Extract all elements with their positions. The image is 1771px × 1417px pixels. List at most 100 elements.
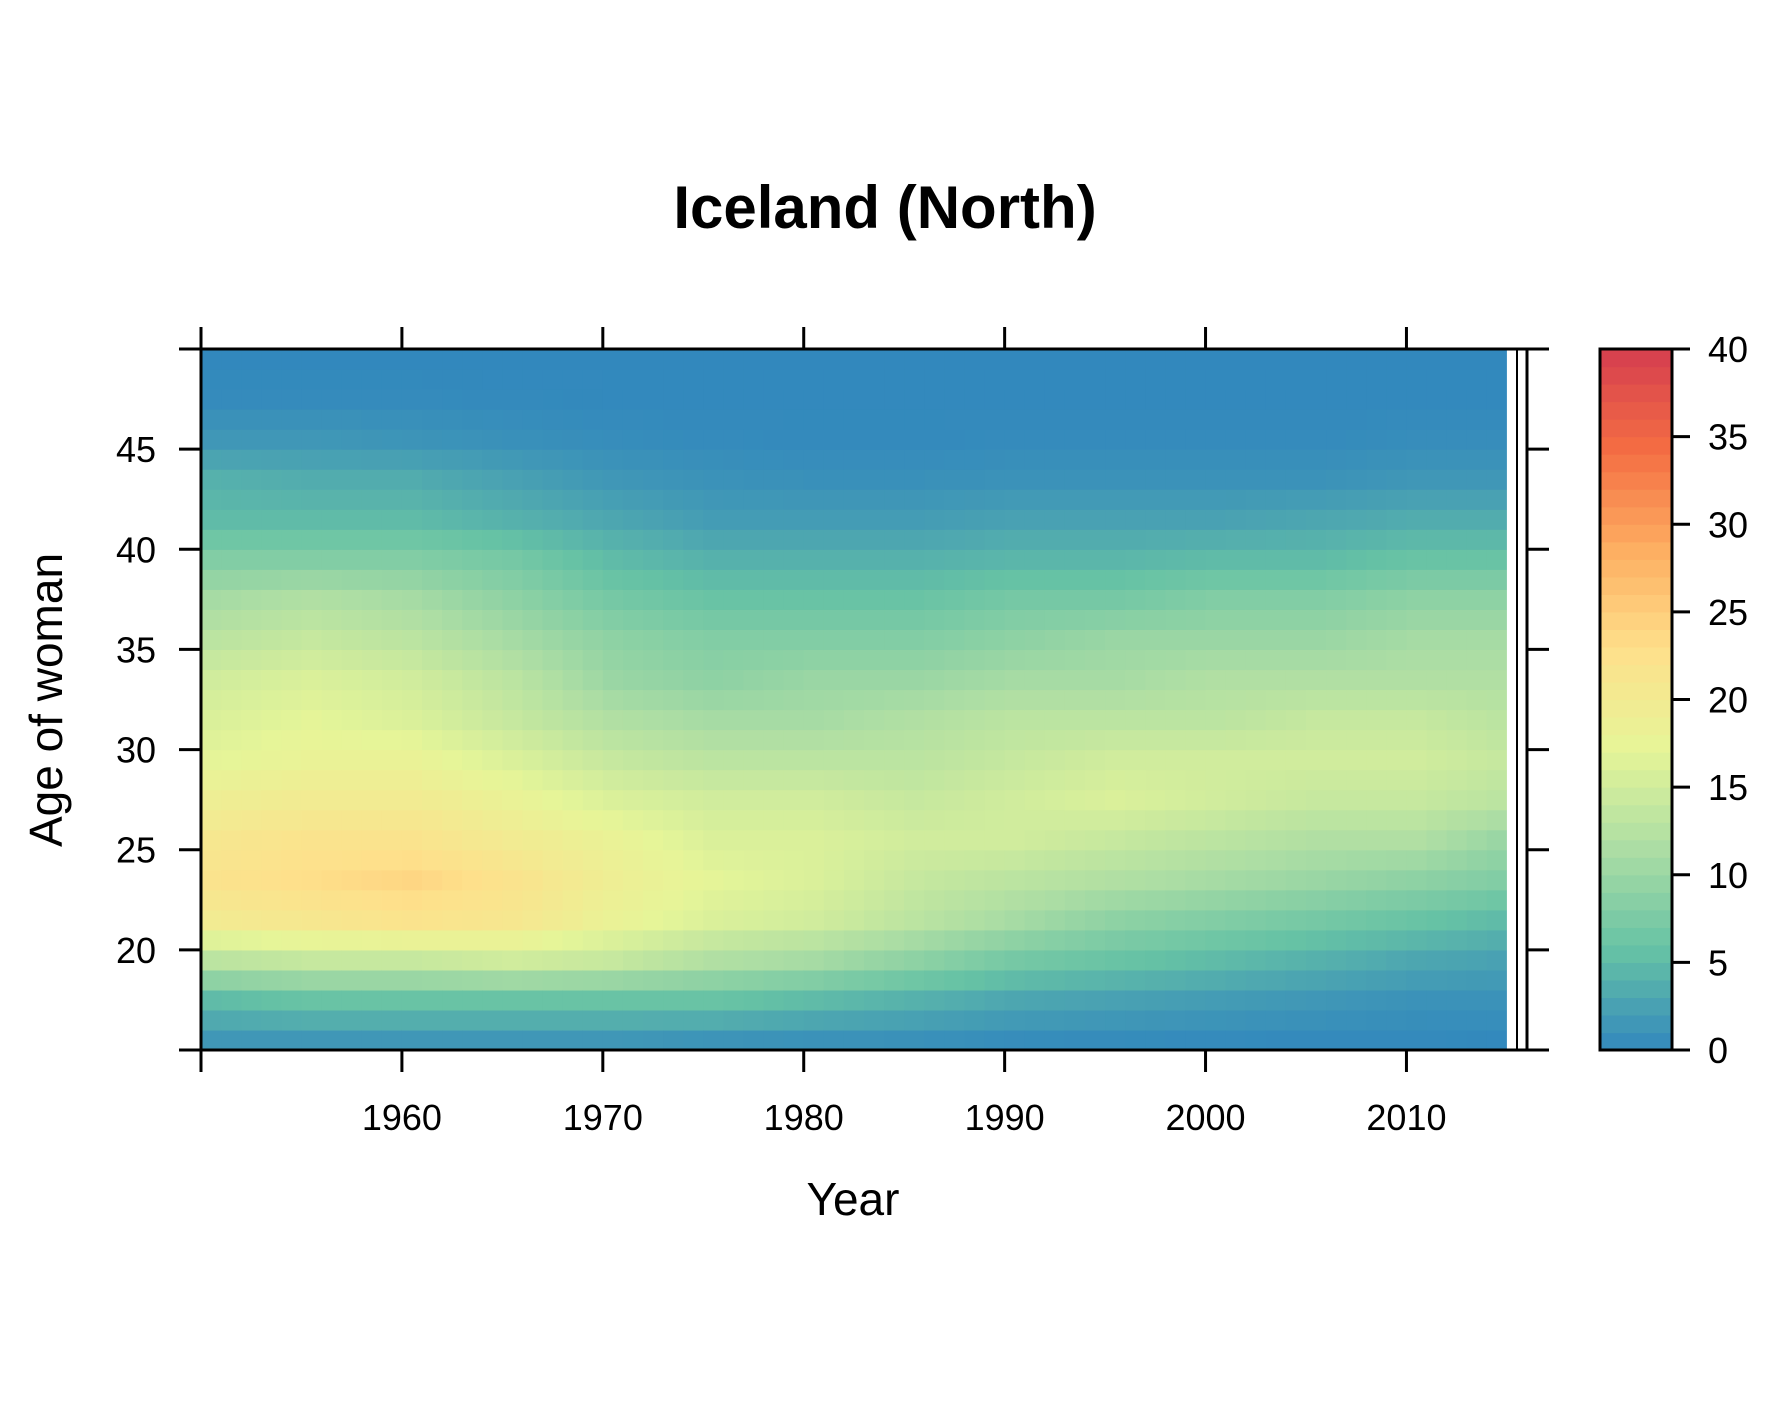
heatmap-cell: [422, 469, 443, 490]
heatmap-cell: [663, 709, 684, 731]
heatmap-cell: [381, 929, 403, 951]
heatmap-cell: [904, 849, 925, 871]
heatmap-cell: [281, 589, 303, 610]
heatmap-cell: [643, 769, 664, 791]
heatmap-cell: [703, 889, 724, 911]
heatmap-cell: [562, 749, 584, 771]
heatmap-cell: [442, 409, 463, 430]
colorbar-tick-label: 30: [1708, 504, 1748, 545]
heatmap-cell: [843, 809, 865, 831]
heatmap-cell: [1165, 849, 1187, 871]
heatmap-cell: [1185, 529, 1207, 550]
heatmap-cell: [1466, 929, 1488, 951]
heatmap-cell: [944, 909, 966, 931]
heatmap-cell: [562, 709, 584, 731]
heatmap-cell: [723, 809, 745, 831]
heatmap-cell: [924, 749, 945, 771]
heatmap-cell: [522, 649, 544, 671]
heatmap-cell: [1185, 569, 1207, 590]
heatmap-cell: [643, 529, 664, 550]
heatmap-cell: [442, 869, 463, 891]
heatmap-cell: [281, 349, 303, 370]
heatmap-cell: [843, 669, 865, 691]
heatmap-cell: [763, 1029, 785, 1051]
heatmap-cell: [241, 589, 262, 610]
heatmap-cell: [944, 789, 966, 811]
heatmap-cell: [542, 849, 564, 871]
heatmap-cell: [1064, 789, 1086, 811]
heatmap-cell: [964, 889, 986, 911]
heatmap-cell: [1446, 1029, 1468, 1051]
heatmap-cell: [803, 749, 825, 771]
heatmap-cell: [261, 889, 282, 911]
heatmap-cell: [703, 829, 724, 851]
heatmap-cell: [1044, 529, 1066, 550]
heatmap-cell: [582, 749, 604, 771]
heatmap-cell: [944, 969, 966, 991]
heatmap-cell: [442, 949, 463, 971]
heatmap-cell: [542, 969, 564, 991]
colorbar-segment: [1600, 962, 1672, 981]
heatmap-cell: [602, 949, 624, 971]
heatmap-cell: [1125, 449, 1146, 470]
heatmap-cell: [944, 809, 966, 831]
heatmap-cell: [1306, 429, 1327, 450]
heatmap-cell: [361, 849, 383, 871]
heatmap-cell: [884, 489, 905, 510]
heatmap-cell: [241, 989, 262, 1011]
heatmap-cell: [703, 529, 724, 550]
heatmap-cell: [984, 569, 1006, 590]
heatmap-cell: [542, 989, 564, 1011]
heatmap-cell: [201, 769, 222, 791]
heatmap-cell: [723, 769, 745, 791]
heatmap-cell: [703, 1029, 724, 1051]
heatmap-cell: [462, 389, 483, 410]
heatmap-cell: [522, 389, 544, 410]
heatmap-cell: [884, 429, 905, 450]
heatmap-cell: [442, 349, 463, 370]
heatmap-cell: [562, 529, 584, 550]
heatmap-cell: [1326, 669, 1347, 691]
heatmap-cell: [1326, 889, 1347, 911]
heatmap-cell: [341, 769, 363, 791]
colorbar-segment: [1600, 646, 1672, 666]
heatmap-cell: [1024, 849, 1046, 871]
heatmap-cell: [221, 589, 242, 610]
heatmap-cell: [1044, 889, 1066, 911]
heatmap-cell: [823, 889, 845, 911]
heatmap-cell: [1064, 1029, 1086, 1051]
heatmap-cell: [1426, 489, 1448, 510]
heatmap-cell: [401, 849, 423, 871]
heatmap-cell: [904, 529, 925, 550]
heatmap-cell: [763, 629, 785, 651]
heatmap-cell: [221, 929, 242, 951]
heatmap-cell: [422, 569, 443, 590]
heatmap-cell: [1466, 489, 1488, 510]
heatmap-cell: [361, 829, 383, 851]
heatmap-cell: [281, 469, 303, 490]
heatmap-cell: [964, 769, 986, 791]
heatmap-cell: [743, 369, 765, 390]
heatmap-cell: [622, 409, 644, 430]
heatmap-cell: [843, 549, 865, 570]
heatmap-cell: [1386, 929, 1408, 951]
heatmap-cell: [984, 409, 1006, 430]
heatmap-cell: [763, 909, 785, 931]
heatmap-cell: [301, 829, 323, 851]
heatmap-cell: [823, 969, 845, 991]
heatmap-cell: [1064, 509, 1086, 530]
heatmap-cell: [843, 709, 865, 731]
heatmap-cell: [321, 989, 343, 1011]
heatmap-cell: [622, 829, 644, 851]
heatmap-cell: [924, 889, 945, 911]
colorbar: [1600, 349, 1672, 1051]
heatmap-cell: [1024, 929, 1046, 951]
heatmap-cell: [743, 829, 765, 851]
heatmap-cell: [1024, 369, 1046, 390]
colorbar-segment: [1600, 384, 1672, 403]
heatmap-cell: [1225, 849, 1247, 871]
heatmap-cell: [341, 529, 363, 550]
heatmap-cell: [462, 749, 483, 771]
heatmap-cell: [1346, 489, 1367, 510]
heatmap-cell: [1306, 709, 1327, 731]
